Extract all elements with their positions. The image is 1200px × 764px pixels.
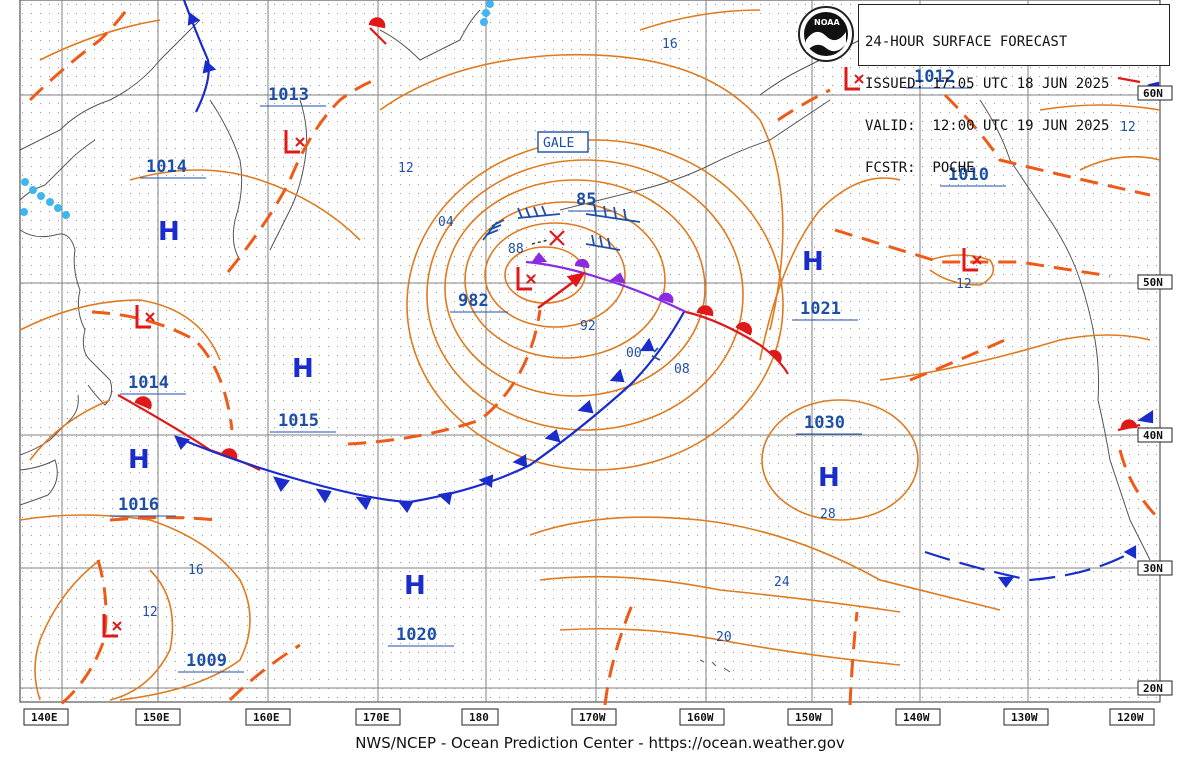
lon-label: 130W [1011,711,1038,724]
isobar-label: 92 [580,319,596,334]
pressure-value-l5: 1012 [914,67,955,87]
isobar-label: 00 [626,346,642,361]
high-symbol: H [158,217,180,247]
forecast-issued: ISSUED: 17:05 UTC 18 JUN 2025 [865,76,1110,92]
isobar-label: 20 [716,630,732,645]
high-symbol: H [404,571,426,601]
sea-ice-edge [20,0,494,219]
gale-warning-box [537,131,589,153]
isobars [19,9,1161,701]
longitude-labels: 140E 150E 160E 170E 180 170W 160W 150W 1… [23,708,1155,726]
graticule [20,0,1160,702]
isobar-label: 88 [508,242,524,257]
pressure-value-h3: 1016 [118,495,159,515]
occluded-front [525,252,687,313]
storm-track-arrow [537,272,586,310]
pressure-value-h6: 1030 [804,413,845,433]
pressure-value-l1: 1013 [268,85,309,105]
pressure-value-l2: 1014 [128,373,169,393]
lon-label: 140W [903,711,930,724]
lat-label-30n: 30N [1143,562,1163,575]
isobar-label: 12 [142,605,158,620]
gale-warning-label: GALE [543,136,574,151]
low-symbols [102,67,982,638]
isobar-label: 08 [674,362,690,377]
cold-fronts [174,0,1160,588]
lat-label-60n: 60N [1143,87,1163,100]
pressure-value-l3: 1009 [186,651,227,671]
isobar-label: 28 [820,507,836,522]
high-symbol: H [292,354,314,384]
forecast-info-box: 24-HOUR SURFACE FORECAST ISSUED: 17:05 U… [858,4,1170,175]
pressure-values: 1014 1015 1016 1020 1021 1030 1013 1014 … [110,67,1006,673]
isobar-labels: 16 12 04 88 92 00 08 12 12 16 12 28 24 2… [142,37,1136,645]
isobar-label: 04 [438,215,454,230]
lon-label: 120W [1117,711,1144,724]
pressure-value-h5: 1021 [800,299,841,319]
noaa-logo-text: NOAA [814,18,840,27]
lon-label: 180 [469,711,489,724]
lat-label-20n: 20N [1143,682,1163,695]
isobar-label: 12 [956,277,972,292]
forecast-valid: VALID: 12:00 UTC 19 JUN 2025 [865,118,1110,134]
isobar-label: 12 [398,161,414,176]
isobar-label: 16 [188,563,204,578]
future-pressure-value: 85 [576,190,596,210]
isobar-label: 16 [662,37,678,52]
high-symbols: H H H H H H [128,217,840,601]
lon-label: 170W [579,711,606,724]
pressure-value-l6: 1010 [948,165,989,185]
future-low-trail [531,239,549,245]
lat-label-40n: 40N [1143,429,1163,442]
lat-label-50n: 50N [1143,276,1163,289]
isobar-label: 24 [774,575,790,590]
pressure-value-h2: 1015 [278,411,319,431]
lon-label: 150W [795,711,822,724]
lon-label: 160W [687,711,714,724]
troughs [28,4,1162,707]
future-low-mark [549,230,565,246]
noaa-logo: NOAA [798,6,854,62]
forecast-title: 24-HOUR SURFACE FORECAST [865,34,1068,50]
high-symbol: H [818,463,840,493]
forecast-forecaster: FCSTR: POCHE [865,160,975,176]
pressure-value-h1: 1014 [146,157,187,177]
lon-label: 170E [363,711,390,724]
lon-label: 140E [31,711,58,724]
high-symbol: H [802,247,824,277]
pressure-value-l4: 982 [458,291,489,311]
high-symbol: H [128,445,150,475]
footer-credit: NWS/NCEP - Ocean Prediction Center - htt… [355,734,845,752]
pressure-value-h4: 1020 [396,625,437,645]
map-frame [19,0,1161,703]
isobar-label: 12 [1120,120,1136,135]
latitude-labels: 60N 50N 40N 30N 20N [1137,85,1173,696]
lon-label: 160E [253,711,280,724]
lon-label: 150E [143,711,170,724]
